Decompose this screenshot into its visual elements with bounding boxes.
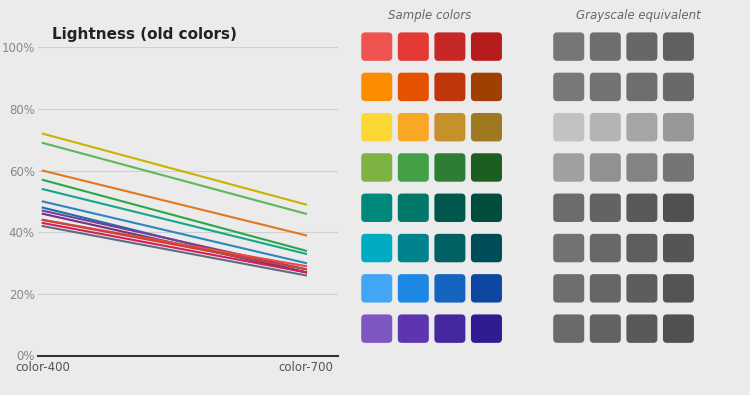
FancyBboxPatch shape: [663, 153, 694, 182]
FancyBboxPatch shape: [554, 153, 584, 182]
FancyBboxPatch shape: [471, 234, 502, 262]
FancyBboxPatch shape: [434, 73, 466, 101]
FancyBboxPatch shape: [663, 274, 694, 303]
FancyBboxPatch shape: [663, 113, 694, 141]
FancyBboxPatch shape: [398, 32, 429, 61]
FancyBboxPatch shape: [434, 113, 466, 141]
FancyBboxPatch shape: [663, 32, 694, 61]
FancyBboxPatch shape: [663, 73, 694, 101]
FancyBboxPatch shape: [471, 153, 502, 182]
FancyBboxPatch shape: [398, 73, 429, 101]
FancyBboxPatch shape: [590, 194, 621, 222]
FancyBboxPatch shape: [590, 274, 621, 303]
FancyBboxPatch shape: [554, 234, 584, 262]
FancyBboxPatch shape: [590, 234, 621, 262]
FancyBboxPatch shape: [663, 234, 694, 262]
FancyBboxPatch shape: [554, 73, 584, 101]
FancyBboxPatch shape: [434, 194, 466, 222]
FancyBboxPatch shape: [626, 314, 658, 343]
FancyBboxPatch shape: [434, 314, 466, 343]
FancyBboxPatch shape: [626, 194, 658, 222]
FancyBboxPatch shape: [590, 73, 621, 101]
FancyBboxPatch shape: [626, 274, 658, 303]
FancyBboxPatch shape: [626, 113, 658, 141]
FancyBboxPatch shape: [362, 113, 392, 141]
FancyBboxPatch shape: [362, 73, 392, 101]
FancyBboxPatch shape: [398, 194, 429, 222]
FancyBboxPatch shape: [398, 234, 429, 262]
FancyBboxPatch shape: [590, 32, 621, 61]
FancyBboxPatch shape: [434, 32, 466, 61]
Text: Grayscale equivalent: Grayscale equivalent: [576, 9, 701, 21]
FancyBboxPatch shape: [434, 274, 466, 303]
FancyBboxPatch shape: [554, 314, 584, 343]
FancyBboxPatch shape: [362, 274, 392, 303]
FancyBboxPatch shape: [590, 113, 621, 141]
FancyBboxPatch shape: [590, 314, 621, 343]
FancyBboxPatch shape: [362, 314, 392, 343]
FancyBboxPatch shape: [362, 153, 392, 182]
FancyBboxPatch shape: [398, 153, 429, 182]
FancyBboxPatch shape: [471, 73, 502, 101]
FancyBboxPatch shape: [471, 32, 502, 61]
FancyBboxPatch shape: [471, 274, 502, 303]
FancyBboxPatch shape: [398, 314, 429, 343]
FancyBboxPatch shape: [434, 153, 466, 182]
FancyBboxPatch shape: [434, 234, 466, 262]
FancyBboxPatch shape: [626, 73, 658, 101]
FancyBboxPatch shape: [362, 234, 392, 262]
FancyBboxPatch shape: [471, 113, 502, 141]
FancyBboxPatch shape: [362, 194, 392, 222]
FancyBboxPatch shape: [471, 314, 502, 343]
FancyBboxPatch shape: [663, 194, 694, 222]
Text: Sample colors: Sample colors: [388, 9, 472, 21]
FancyBboxPatch shape: [554, 113, 584, 141]
FancyBboxPatch shape: [398, 274, 429, 303]
FancyBboxPatch shape: [398, 113, 429, 141]
FancyBboxPatch shape: [626, 32, 658, 61]
FancyBboxPatch shape: [626, 153, 658, 182]
FancyBboxPatch shape: [471, 194, 502, 222]
FancyBboxPatch shape: [626, 234, 658, 262]
FancyBboxPatch shape: [362, 32, 392, 61]
FancyBboxPatch shape: [663, 314, 694, 343]
FancyBboxPatch shape: [554, 194, 584, 222]
FancyBboxPatch shape: [554, 32, 584, 61]
FancyBboxPatch shape: [554, 274, 584, 303]
FancyBboxPatch shape: [590, 153, 621, 182]
Text: Lightness (old colors): Lightness (old colors): [53, 27, 237, 42]
